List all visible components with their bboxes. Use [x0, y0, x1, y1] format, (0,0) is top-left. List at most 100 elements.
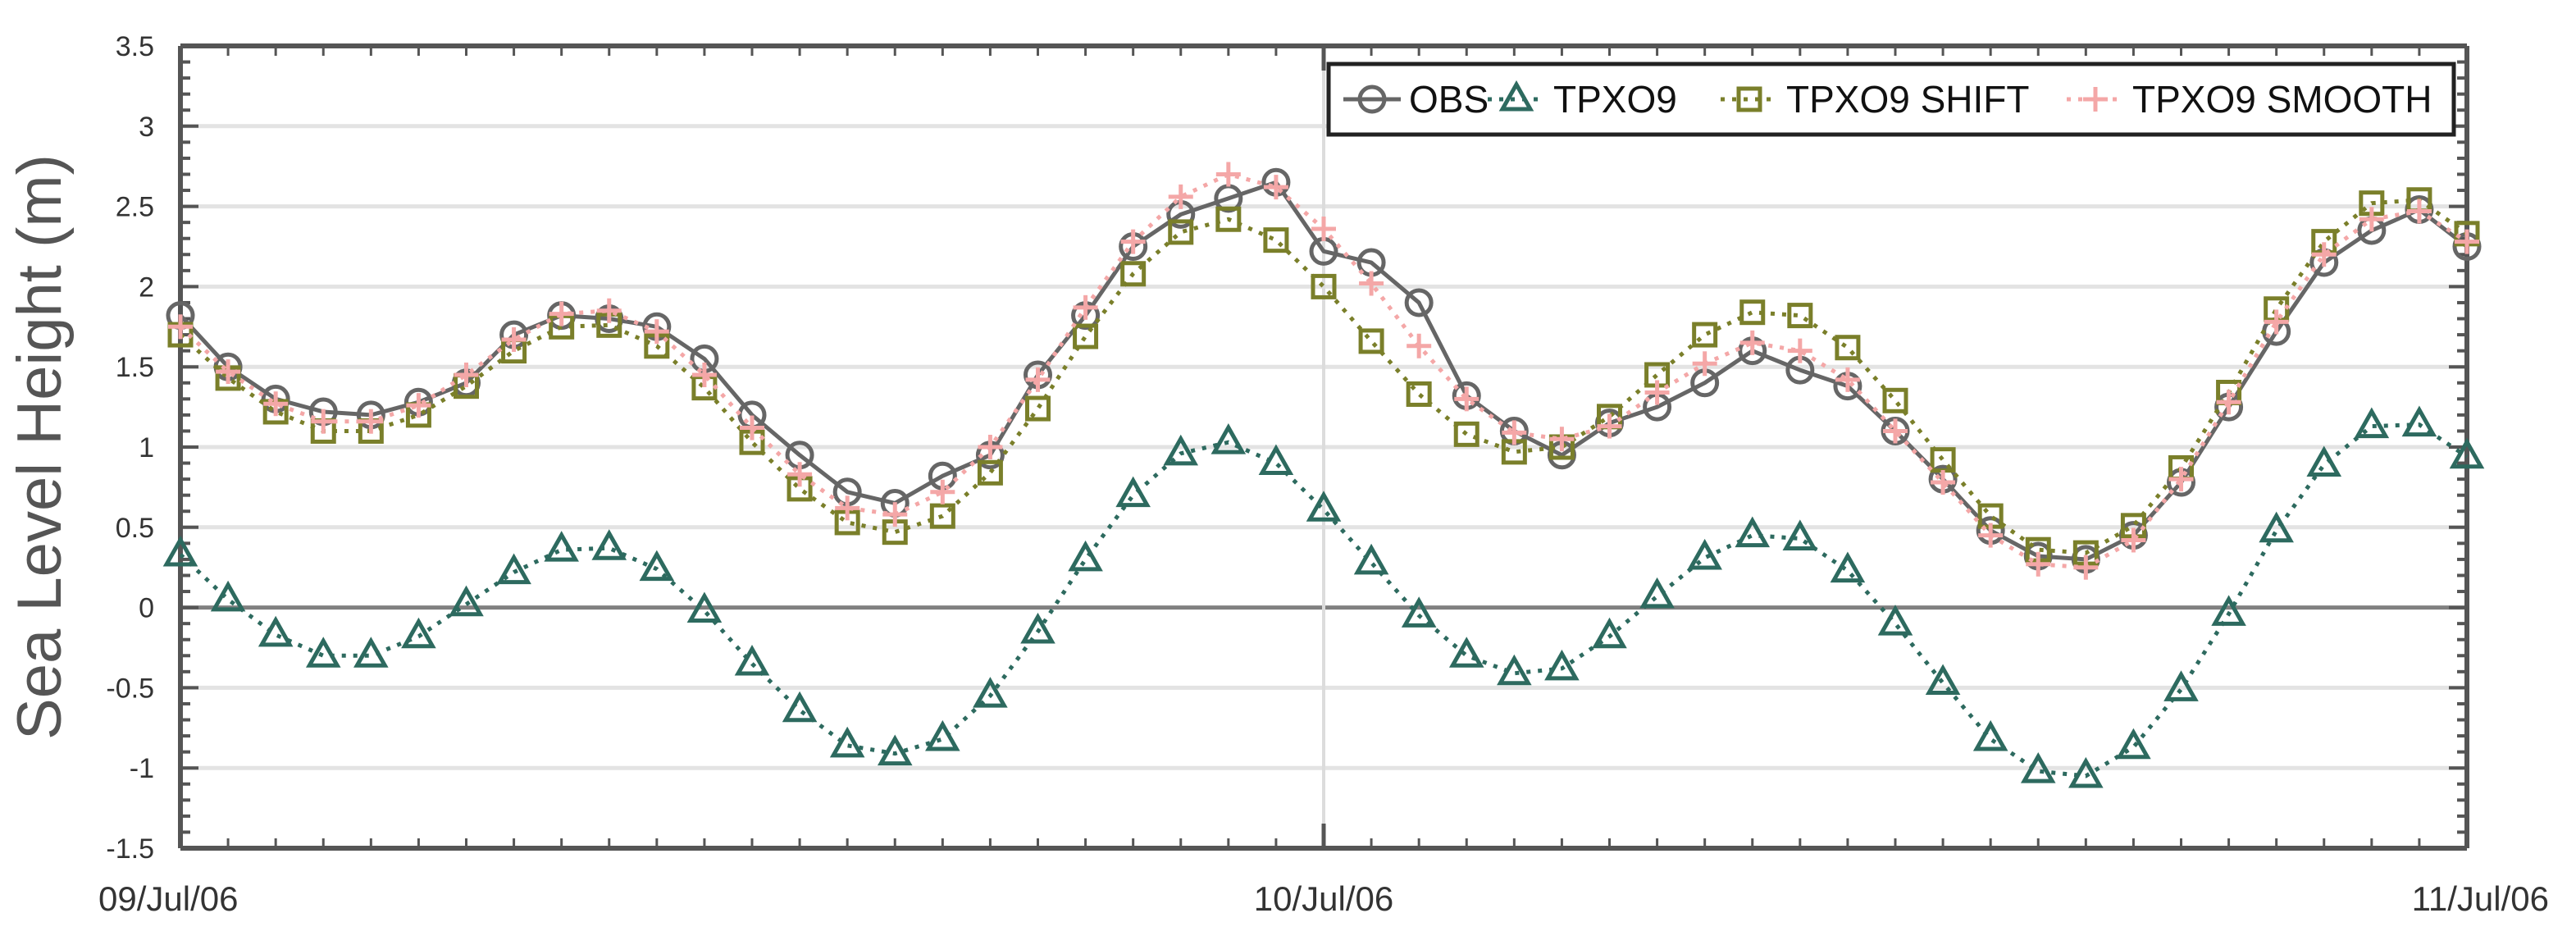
- data-point: [1068, 540, 1103, 572]
- data-point: [1454, 386, 1479, 412]
- data-point: [162, 535, 198, 567]
- data-point: [305, 637, 341, 668]
- data-point: [925, 719, 960, 751]
- data-point: [1502, 420, 1527, 445]
- data-point: [1210, 423, 1247, 454]
- y-tick-label: 2: [139, 272, 154, 303]
- y-axis-title: Sea Level Height (m): [5, 154, 75, 740]
- data-point: [782, 691, 818, 723]
- data-point: [311, 409, 336, 434]
- data-point: [1073, 294, 1098, 320]
- series-line: [179, 422, 2469, 778]
- data-point: [1692, 351, 1717, 377]
- axis-layer: -1.5 -1 -0.5 0 0.5 1 1.5 2 2.5 3 3.5 09/Jul/06 10/Ju…: [98, 31, 2549, 918]
- data-point: [1025, 395, 1051, 422]
- data-point: [1497, 654, 1532, 686]
- legend-marker: [1736, 86, 1762, 112]
- data-point: [978, 435, 1003, 459]
- data-point: [1358, 328, 1384, 354]
- y-tick-label: 2.5: [116, 192, 154, 223]
- data-point: [1735, 516, 1771, 548]
- data-point: [591, 529, 627, 560]
- series-tpxo9: [162, 405, 2485, 788]
- data-point: [2168, 467, 2194, 492]
- legend: OBS TPXO9 TPXO9 SHIFT TPXO9 SMOOTH: [1326, 62, 2456, 137]
- data-point: [1407, 333, 1432, 358]
- data-point: [406, 393, 431, 418]
- data-point: [877, 734, 913, 766]
- data-point: [1739, 299, 1766, 326]
- data-point: [358, 409, 384, 434]
- data-point: [258, 615, 294, 647]
- legend-label: TPXO9 SMOOTH: [2132, 78, 2432, 121]
- data-point: [1306, 491, 1342, 522]
- data-point: [544, 531, 579, 562]
- data-point: [1931, 470, 1956, 495]
- legend-entry: TPXO9 SHIFT: [1721, 78, 2029, 121]
- data-point: [2116, 728, 2151, 760]
- legend-entry: TPXO9: [1488, 78, 1677, 121]
- data-point: [2211, 595, 2246, 626]
- data-point: [1978, 523, 2004, 548]
- data-point: [2455, 229, 2479, 254]
- y-tick-label: -1: [130, 753, 154, 784]
- legend-label: TPXO9 SHIFT: [1786, 78, 2029, 121]
- data-point: [2359, 207, 2384, 232]
- series-tpxo9-smooth: [168, 162, 2479, 580]
- x-tick-label: 10/Jul/06: [1254, 879, 1393, 918]
- data-point: [1925, 664, 1961, 696]
- y-tick-label: -0.5: [106, 673, 154, 704]
- data-point: [1258, 444, 1294, 476]
- data-point: [1639, 577, 1675, 609]
- data-point: [1359, 271, 1384, 296]
- data-point: [1406, 381, 1432, 407]
- data-point: [740, 415, 764, 441]
- data-point: [1115, 476, 1151, 508]
- data-point: [1644, 380, 1670, 405]
- y-tick-label: 3.5: [116, 31, 154, 62]
- legend-marker: [1357, 84, 1387, 114]
- data-point: [2406, 199, 2432, 224]
- data-point: [2264, 309, 2289, 335]
- data-point: [691, 362, 717, 387]
- data-point: [734, 644, 770, 676]
- data-point: [1972, 719, 2008, 751]
- data-point: [2068, 756, 2104, 788]
- data-point: [1404, 288, 1434, 317]
- y-tick-label: 0: [139, 593, 154, 624]
- data-point: [1739, 330, 1765, 355]
- legend-marker: [1498, 80, 1534, 112]
- data-point: [1687, 538, 1722, 570]
- data-point: [454, 362, 479, 387]
- data-point: [1448, 637, 1484, 668]
- data-point: [2354, 407, 2390, 439]
- data-point: [1787, 338, 1812, 363]
- data-point: [1025, 367, 1051, 392]
- data-point: [501, 326, 527, 352]
- data-point: [930, 479, 955, 504]
- data-point: [1883, 418, 1908, 444]
- data-point: [1120, 229, 1146, 254]
- grid-layer: [180, 43, 2467, 851]
- y-tick-label: 1: [139, 432, 154, 463]
- data-point: [1263, 175, 1288, 200]
- data-point: [1215, 206, 1242, 232]
- data-point: [1353, 543, 1389, 575]
- data-point: [829, 726, 865, 758]
- data-point: [596, 298, 622, 323]
- y-tick-label: 1.5: [116, 352, 154, 383]
- data-point: [1311, 216, 1336, 241]
- data-point: [1835, 335, 1861, 361]
- data-point: [1168, 219, 1194, 245]
- data-point: [549, 301, 574, 326]
- data-point: [1692, 322, 1718, 348]
- data-point: [2401, 405, 2437, 437]
- data-point: [1120, 261, 1147, 287]
- data-point: [882, 502, 908, 527]
- data-point: [2026, 551, 2051, 577]
- data-point: [2216, 390, 2241, 415]
- data-point: [835, 495, 860, 521]
- data-point: [1782, 519, 1818, 550]
- data-point: [2073, 555, 2099, 580]
